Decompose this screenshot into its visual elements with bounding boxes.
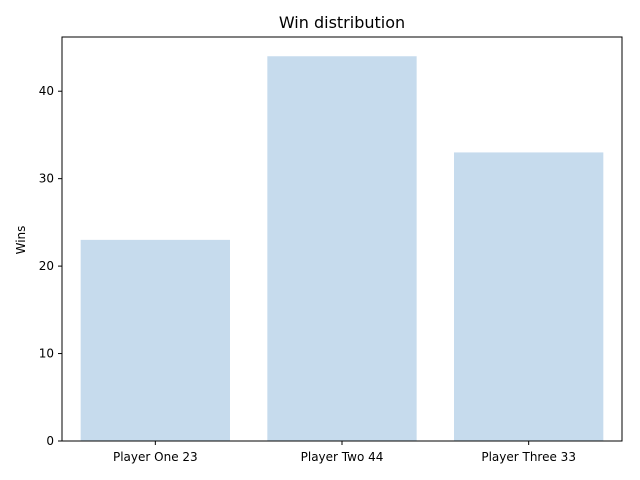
bar-2 (454, 152, 604, 441)
y-tick-label-0: 0 (46, 434, 54, 448)
bars-layer (80, 56, 604, 442)
plot-frame (61, 36, 623, 442)
x-tick-label-1: Player Two 44 (301, 450, 384, 464)
bar-1 (267, 56, 417, 442)
bar-0 (80, 239, 230, 441)
y-axis-label: Wins (14, 226, 28, 255)
y-tick-label-4: 40 (39, 84, 54, 98)
x-axis-ticks: Player One 23 Player Two 44 Player Three 3… (113, 441, 576, 464)
y-tick-label-1: 10 (39, 347, 54, 361)
y-axis-ticks: 0 10 20 30 40 (39, 84, 62, 448)
x-tick-label-2: Player Three 33 (481, 450, 576, 464)
x-tick-label-0: Player One 23 (113, 450, 198, 464)
chart-title: Win distribution (279, 13, 405, 32)
y-tick-label-2: 20 (39, 259, 54, 273)
y-tick-label-3: 30 (39, 172, 54, 186)
